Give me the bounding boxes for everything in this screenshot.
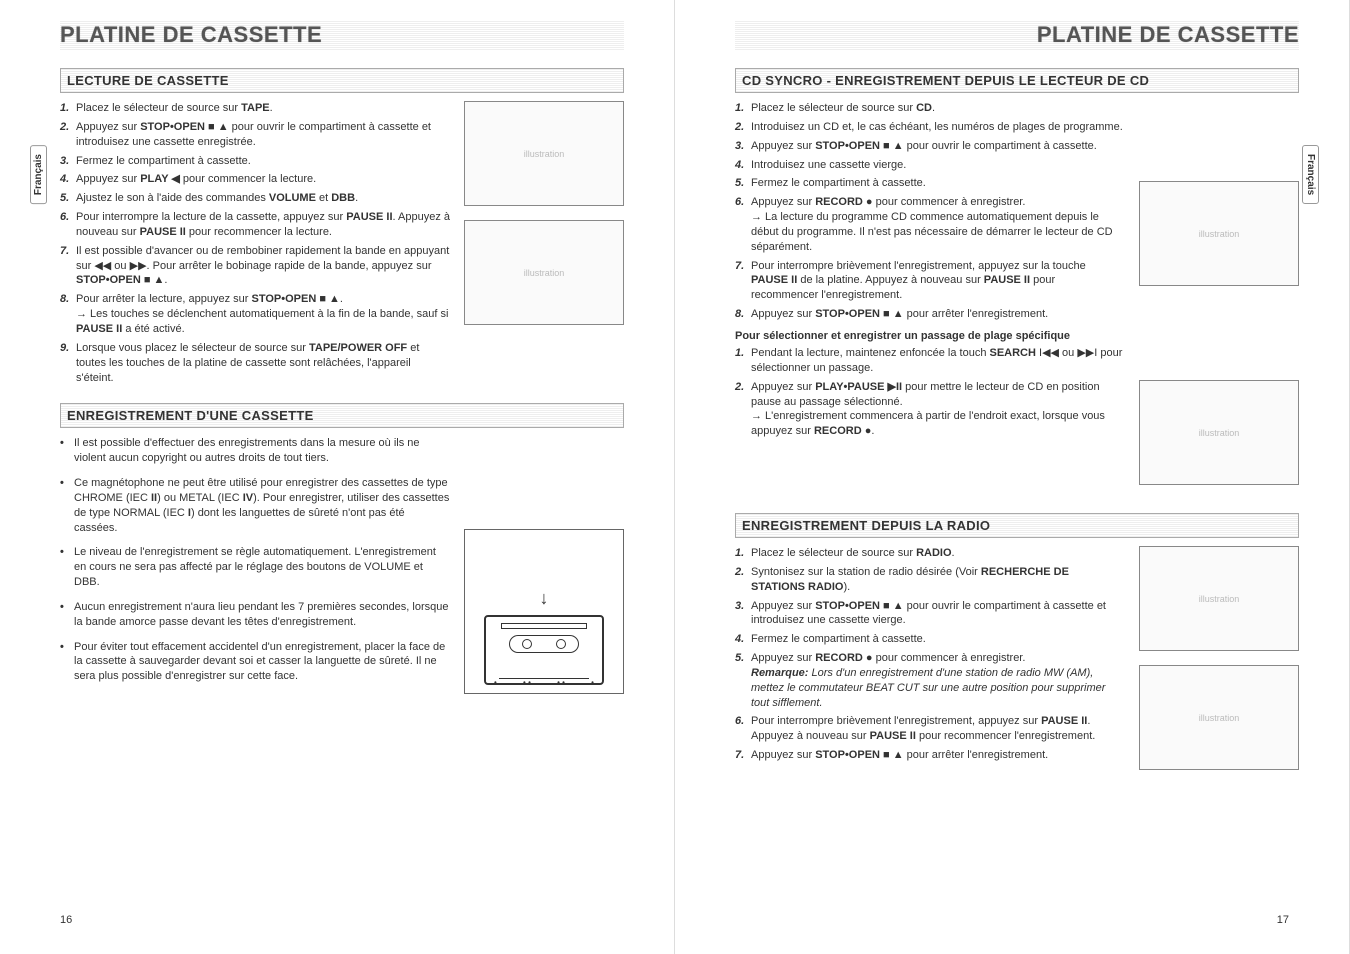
list-item: Le niveau de l'enregistrement se règle a… xyxy=(60,545,450,590)
list-item: Placez le sélecteur de source sur RADIO. xyxy=(735,546,1125,561)
list-item: Pour interrompre la lecture de la casset… xyxy=(60,210,450,240)
page-number-left: 16 xyxy=(60,914,72,926)
section-lecture-body: Placez le sélecteur de source sur TAPE. A… xyxy=(60,101,624,389)
list-item: Fermez le compartiment à cassette. xyxy=(735,632,1125,647)
cd-syncro-steps: Placez le sélecteur de source sur CD. Int… xyxy=(735,101,1125,322)
enregistrement-bullets: Il est possible d'effectuer des enregist… xyxy=(60,436,450,684)
list-item: Appuyez sur PLAY ◀ pour commencer la lec… xyxy=(60,172,450,187)
list-item: Appuyez sur STOP•OPEN ■ ▲ pour arrêter l… xyxy=(735,748,1125,763)
list-item: Appuyez sur STOP•OPEN ■ ▲ pour arrêter l… xyxy=(735,307,1125,322)
section-heading-cd-syncro: CD SYNCRO - ENREGISTREMENT DEPUIS LE LEC… xyxy=(735,68,1299,93)
illustration-radio-tuner: illustration xyxy=(1139,546,1299,651)
section-enreg-body: Il est possible d'effectuer des enregist… xyxy=(60,436,624,694)
list-item: Placez le sélecteur de source sur TAPE. xyxy=(60,101,450,116)
page-title-right: PLATINE DE CASSETTE xyxy=(735,20,1299,50)
list-item: Introduisez un CD et, le cas échéant, le… xyxy=(735,120,1125,135)
section-heading-lecture: LECTURE DE CASSETTE xyxy=(60,68,624,93)
list-item: Ce magnétophone ne peut être utilisé pou… xyxy=(60,476,450,535)
list-item: Pour arrêter la lecture, appuyez sur STO… xyxy=(60,292,450,337)
list-item: Ajustez le son à l'aide des commandes VO… xyxy=(60,191,450,206)
list-item: Pour interrompre brièvement l'enregistre… xyxy=(735,259,1125,304)
radio-record-steps: Placez le sélecteur de source sur RADIO.… xyxy=(735,546,1125,763)
list-item: Appuyez sur RECORD ● pour commencer à en… xyxy=(735,195,1125,254)
list-item: Placez le sélecteur de source sur CD. xyxy=(735,101,1125,116)
list-item: Appuyez sur STOP•OPEN ■ ▲ pour ouvrir le… xyxy=(735,139,1125,154)
arrow-down-icon: ↓ xyxy=(540,588,549,609)
list-item: Aucun enregistrement n'aura lieu pendant… xyxy=(60,600,450,630)
section-heading-radio: ENREGISTREMENT DEPUIS LA RADIO xyxy=(735,513,1299,538)
language-tab-left: Français xyxy=(30,145,47,204)
section-heading-enregistrement: ENREGISTREMENT D'UNE CASSETTE xyxy=(60,403,624,428)
list-item: Il est possible d'avancer ou de rembobin… xyxy=(60,244,450,289)
list-item: Pour éviter tout effacement accidentel d… xyxy=(60,640,450,685)
illustration-cassette-open-2: illustration xyxy=(1139,380,1299,485)
section-cd-body: Placez le sélecteur de source sur CD. Int… xyxy=(735,101,1299,499)
list-item: Appuyez sur STOP•OPEN ■ ▲ pour ouvrir le… xyxy=(735,599,1125,629)
list-item: Appuyez sur RECORD ● pour commencer à en… xyxy=(735,651,1125,710)
illustration-cassette-tabs: ↓ •• •• •• xyxy=(464,529,624,694)
list-item: Appuyez sur PLAY•PAUSE ▶II pour mettre l… xyxy=(735,380,1125,439)
illustration-cd-player: illustration xyxy=(1139,181,1299,286)
list-item: Pendant la lecture, maintenez enfoncée l… xyxy=(735,346,1125,376)
subheading-specific-passage: Pour sélectionner et enregistrer un pass… xyxy=(735,330,1125,342)
list-item: Pour interrompre brièvement l'enregistre… xyxy=(735,714,1125,744)
list-item: Il est possible d'effectuer des enregist… xyxy=(60,436,450,466)
list-item: Introduisez une cassette vierge. xyxy=(735,158,1125,173)
list-item: Syntonisez sur la station de radio désir… xyxy=(735,565,1125,595)
specific-passage-steps: Pendant la lecture, maintenez enfoncée l… xyxy=(735,346,1125,439)
list-item: Fermez le compartiment à cassette. xyxy=(735,176,1125,191)
page-title-left: PLATINE DE CASSETTE xyxy=(60,20,624,50)
lecture-steps: Placez le sélecteur de source sur TAPE. A… xyxy=(60,101,450,385)
list-item: Lorsque vous placez le sélecteur de sour… xyxy=(60,341,450,386)
list-item: Fermez le compartiment à cassette. xyxy=(60,154,450,169)
illustration-cassette-open: illustration xyxy=(464,220,624,325)
illustration-cassette-closed: illustration xyxy=(464,101,624,206)
language-tab-right: Français xyxy=(1302,145,1319,204)
list-item: Appuyez sur STOP•OPEN ■ ▲ pour ouvrir le… xyxy=(60,120,450,150)
page-number-right: 17 xyxy=(1277,914,1289,926)
page-left: Français PLATINE DE CASSETTE LECTURE DE … xyxy=(0,0,675,954)
illustration-cassette-closed-2: illustration xyxy=(1139,665,1299,770)
section-radio-body: Placez le sélecteur de source sur RADIO.… xyxy=(735,546,1299,784)
page-right: Français PLATINE DE CASSETTE CD SYNCRO -… xyxy=(675,0,1350,954)
